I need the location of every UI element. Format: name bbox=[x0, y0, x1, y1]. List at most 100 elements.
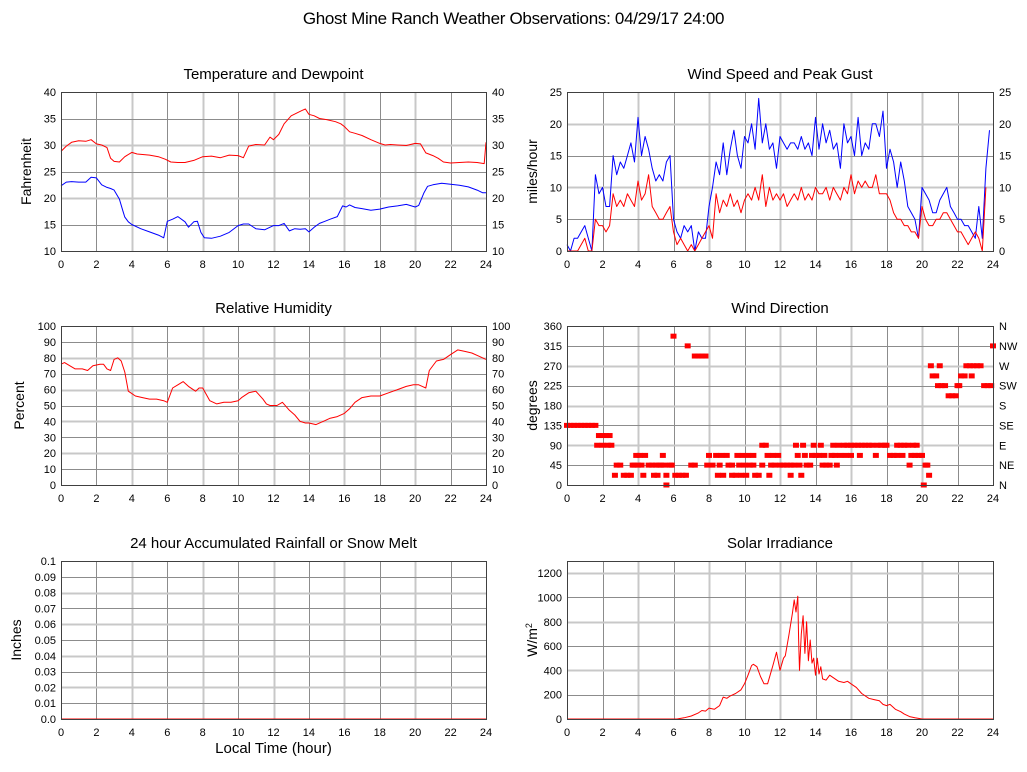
x-tick-label: 14 bbox=[303, 727, 315, 739]
data-point bbox=[869, 442, 876, 448]
data-point bbox=[949, 393, 956, 399]
data-point bbox=[915, 452, 922, 458]
data-point bbox=[638, 462, 645, 468]
data-point bbox=[611, 472, 618, 478]
data-point bbox=[603, 433, 610, 439]
data-point bbox=[856, 452, 863, 458]
x-tick-label: 22 bbox=[951, 259, 963, 271]
x-tick-label: 22 bbox=[444, 259, 456, 271]
data-point bbox=[679, 472, 686, 478]
chart-title: 24 hour Accumulated Rainfall or Snow Mel… bbox=[130, 535, 418, 552]
data-point bbox=[894, 452, 901, 458]
data-point bbox=[578, 422, 585, 428]
page-title: Ghost Mine Ranch Weather Observations: 0… bbox=[302, 9, 725, 28]
data-point bbox=[862, 442, 869, 448]
data-point bbox=[682, 472, 689, 478]
data-point bbox=[812, 452, 819, 458]
y-tick-label: 30 bbox=[44, 140, 56, 152]
x-tick-label: 4 bbox=[635, 493, 641, 505]
data-point bbox=[968, 373, 975, 379]
data-point bbox=[800, 442, 807, 448]
data-point bbox=[604, 442, 611, 448]
data-point bbox=[963, 363, 970, 369]
data-point bbox=[828, 452, 835, 458]
plot-frame bbox=[61, 326, 487, 486]
data-point bbox=[762, 442, 769, 448]
x-tick-label: 18 bbox=[880, 727, 892, 739]
data-point bbox=[642, 452, 649, 458]
plot-frame bbox=[567, 326, 994, 486]
data-point bbox=[739, 452, 746, 458]
data-point bbox=[794, 452, 801, 458]
y-tick-label: 90 bbox=[44, 337, 56, 349]
y-axis-label: Percent bbox=[11, 381, 27, 429]
x-tick-label: 8 bbox=[706, 259, 712, 271]
data-point bbox=[874, 442, 881, 448]
y-tick-label: 50 bbox=[44, 401, 56, 413]
x-tick-label: 14 bbox=[809, 493, 821, 505]
y-tick-label: 0.07 bbox=[35, 603, 56, 615]
plot-frame bbox=[61, 92, 487, 252]
data-point bbox=[759, 462, 766, 468]
y-tick-label: 400 bbox=[544, 665, 562, 677]
data-point bbox=[817, 442, 824, 448]
data-point bbox=[942, 383, 949, 389]
data-point bbox=[585, 422, 592, 428]
data-point bbox=[698, 353, 705, 359]
y-axis-label-text: Inches bbox=[8, 619, 24, 660]
data-point bbox=[887, 452, 894, 458]
y-tick-label: 1000 bbox=[538, 592, 562, 604]
y-axis-label-text: Fahrenheit bbox=[18, 138, 34, 205]
x-tick-label: 2 bbox=[93, 259, 99, 271]
x-tick-label: 12 bbox=[774, 259, 786, 271]
x-tick-label: 12 bbox=[774, 493, 786, 505]
y-tick-label: 40 bbox=[44, 87, 56, 99]
x-tick-label: 10 bbox=[738, 493, 750, 505]
data-point bbox=[988, 383, 995, 389]
data-point bbox=[910, 442, 917, 448]
y-axis-label-text: W/m bbox=[524, 628, 540, 657]
data-point bbox=[725, 462, 732, 468]
data-point bbox=[640, 472, 647, 478]
data-point bbox=[627, 472, 634, 478]
x-tick-label: 10 bbox=[738, 259, 750, 271]
data-point bbox=[723, 452, 730, 458]
x-tick-label: 14 bbox=[303, 259, 315, 271]
x-tick-label: 0 bbox=[564, 493, 570, 505]
data-point bbox=[650, 472, 657, 478]
data-point bbox=[844, 442, 851, 448]
x-tick-label: 16 bbox=[845, 493, 857, 505]
x-tick-label: 20 bbox=[409, 727, 421, 739]
x-tick-label: 4 bbox=[129, 493, 135, 505]
data-point bbox=[729, 472, 736, 478]
chart-title: Wind Direction bbox=[731, 300, 829, 317]
y-tick-label-right: 0 bbox=[492, 480, 498, 492]
data-point bbox=[974, 363, 981, 369]
data-point bbox=[769, 452, 776, 458]
y-axis-label: miles/hour bbox=[524, 139, 540, 204]
data-point bbox=[599, 442, 606, 448]
x-tick-label: 6 bbox=[670, 493, 676, 505]
y-tick-label-right: 20 bbox=[492, 448, 504, 460]
y-tick-label-right: SE bbox=[999, 420, 1014, 432]
x-tick-label: 16 bbox=[338, 727, 350, 739]
y-tick-label: 35 bbox=[44, 114, 56, 126]
data-point bbox=[675, 472, 682, 478]
data-point bbox=[613, 462, 620, 468]
y-tick-label: 0 bbox=[50, 480, 56, 492]
x-tick-label: 16 bbox=[338, 259, 350, 271]
data-point bbox=[736, 462, 743, 468]
y-tick-label-right: 50 bbox=[492, 401, 504, 413]
data-point bbox=[897, 442, 904, 448]
series-line-temperature bbox=[60, 108, 487, 165]
y-tick-label-right: E bbox=[999, 440, 1006, 452]
y-tick-label: 45 bbox=[550, 460, 562, 472]
x-tick-label: 4 bbox=[635, 727, 641, 739]
data-point bbox=[617, 462, 624, 468]
y-tick-label: 0.09 bbox=[35, 572, 56, 584]
data-point bbox=[649, 462, 656, 468]
y-tick-label: 0.03 bbox=[35, 667, 56, 679]
